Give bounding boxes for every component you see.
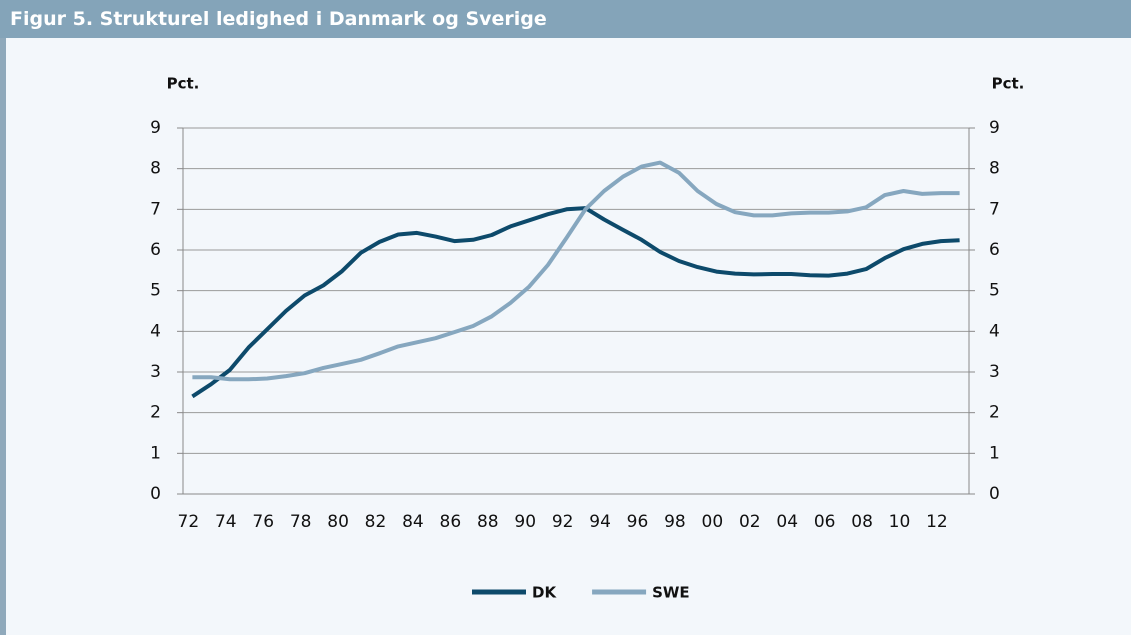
x-tick-label: 00 <box>702 512 724 532</box>
y-axis-label: Pct. <box>167 75 200 93</box>
y-tick-label: 6 <box>150 240 161 260</box>
y-tick-label: 1 <box>150 443 161 463</box>
x-tick-label: 76 <box>252 512 274 532</box>
x-tick-label: 72 <box>178 512 200 532</box>
y2-tick-label: 3 <box>989 362 1000 382</box>
x-tick-label: 96 <box>627 512 649 532</box>
x-tick-label: 06 <box>814 512 836 532</box>
x-tick-label: 82 <box>365 512 387 532</box>
legend-label: SWE <box>652 584 690 602</box>
x-tick-label: 12 <box>926 512 948 532</box>
side-strip <box>0 38 6 635</box>
y2-tick-label: 8 <box>989 159 1000 179</box>
y-tick-label: 2 <box>150 403 161 423</box>
y-tick-label: 8 <box>150 159 161 179</box>
y2-axis-label: Pct. <box>992 75 1025 93</box>
x-tick-label: 92 <box>552 512 574 532</box>
y-tick-label: 7 <box>150 199 161 219</box>
x-tick-label: 94 <box>589 512 611 532</box>
y-tick-label: 9 <box>150 118 161 138</box>
y-tick-label: 0 <box>150 484 161 504</box>
x-tick-label: 02 <box>739 512 761 532</box>
x-tick-label: 86 <box>440 512 462 532</box>
y-tick-label: 4 <box>150 321 161 341</box>
y-tick-label: 5 <box>150 281 161 301</box>
series-line <box>192 160 960 382</box>
y2-tick-label: 7 <box>989 199 1000 219</box>
y2-tick-label: 5 <box>989 281 1000 301</box>
y2-tick-label: 1 <box>989 443 1000 463</box>
x-tick-label: 88 <box>477 512 499 532</box>
y2-tick-label: 9 <box>989 118 1000 138</box>
y-tick-label: 3 <box>150 362 161 382</box>
x-tick-label: 08 <box>851 512 873 532</box>
y2-tick-label: 0 <box>989 484 1000 504</box>
x-tick-label: 80 <box>327 512 349 532</box>
x-tick-label: 90 <box>514 512 536 532</box>
x-tick-label: 84 <box>402 512 424 532</box>
legend-label: DK <box>532 584 557 602</box>
series-line <box>191 206 960 399</box>
y2-tick-label: 4 <box>989 321 1000 341</box>
x-tick-label: 74 <box>215 512 237 532</box>
x-tick-label: 04 <box>776 512 798 532</box>
chart-title: Figur 5. Strukturel ledighed i Danmark o… <box>10 8 547 30</box>
x-tick-label: 10 <box>889 512 911 532</box>
y2-tick-label: 2 <box>989 403 1000 423</box>
header: Figur 5. Strukturel ledighed i Danmark o… <box>0 0 1131 38</box>
y2-tick-label: 6 <box>989 240 1000 260</box>
x-tick-label: 98 <box>664 512 686 532</box>
x-tick-label: 78 <box>290 512 312 532</box>
